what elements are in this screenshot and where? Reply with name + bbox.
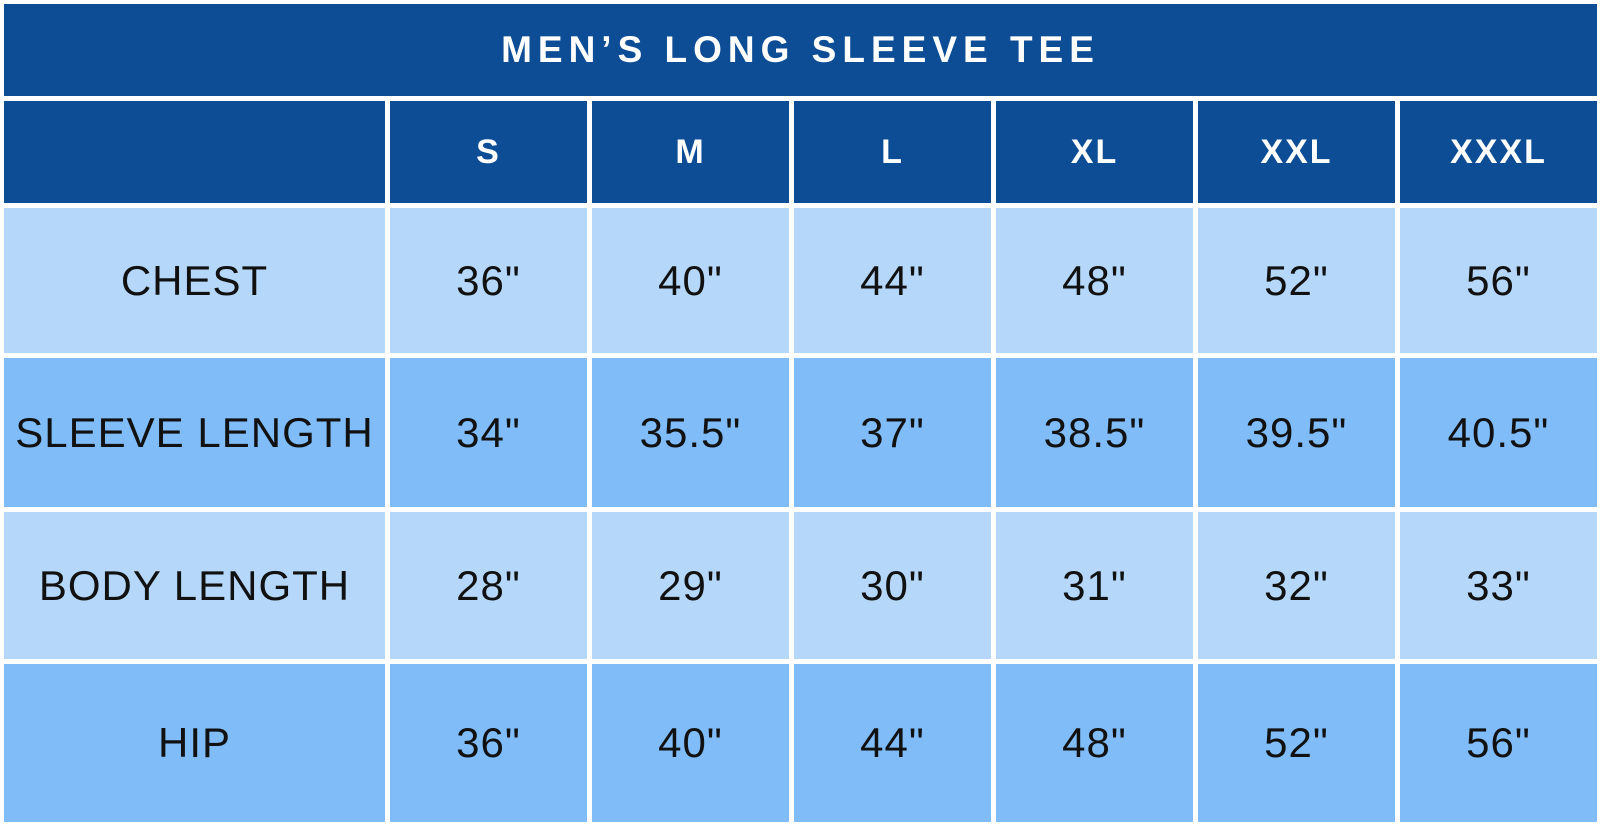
row-label-chest: CHEST [4, 208, 385, 353]
measurement-cell-hip-l: 44" [794, 664, 991, 822]
size-header-m: M [592, 101, 789, 203]
measurement-cell-body-l: 30" [794, 512, 991, 659]
measurement-cell-sleeve-l: 37" [794, 358, 991, 507]
row-label-body-length: BODY LENGTH [4, 512, 385, 659]
measurement-cell-body-xxl: 32" [1198, 512, 1395, 659]
chart-title: MEN’S LONG SLEEVE TEE [4, 4, 1597, 96]
measurement-cell-body-xxxl: 33" [1400, 512, 1597, 659]
row-label-sleeve-length: SLEEVE LENGTH [4, 358, 385, 507]
measurement-cell-chest-xxxl: 56" [1400, 208, 1597, 353]
measurement-cell-body-m: 29" [592, 512, 789, 659]
measurement-cell-chest-m: 40" [592, 208, 789, 353]
measurement-cell-chest-xl: 48" [996, 208, 1193, 353]
measurement-cell-chest-xxl: 52" [1198, 208, 1395, 353]
measurement-cell-body-xl: 31" [996, 512, 1193, 659]
size-header-l: L [794, 101, 991, 203]
size-header-xxxl: XXXL [1400, 101, 1597, 203]
size-header-xl: XL [996, 101, 1193, 203]
measurement-cell-body-s: 28" [390, 512, 587, 659]
measurement-cell-sleeve-s: 34" [390, 358, 587, 507]
measurement-cell-sleeve-m: 35.5" [592, 358, 789, 507]
measurement-cell-sleeve-xxl: 39.5" [1198, 358, 1395, 507]
measurement-cell-sleeve-xl: 38.5" [996, 358, 1193, 507]
size-header-s: S [390, 101, 587, 203]
measurement-cell-sleeve-xxxl: 40.5" [1400, 358, 1597, 507]
measurement-cell-hip-xxxl: 56" [1400, 664, 1597, 822]
measurement-cell-hip-xxl: 52" [1198, 664, 1395, 822]
measurement-cell-hip-s: 36" [390, 664, 587, 822]
measurement-cell-chest-s: 36" [390, 208, 587, 353]
size-header-xxl: XXL [1198, 101, 1395, 203]
measurement-cell-hip-m: 40" [592, 664, 789, 822]
measurement-cell-hip-xl: 48" [996, 664, 1193, 822]
corner-cell [4, 101, 385, 203]
measurement-cell-chest-l: 44" [794, 208, 991, 353]
row-label-hip: HIP [4, 664, 385, 822]
